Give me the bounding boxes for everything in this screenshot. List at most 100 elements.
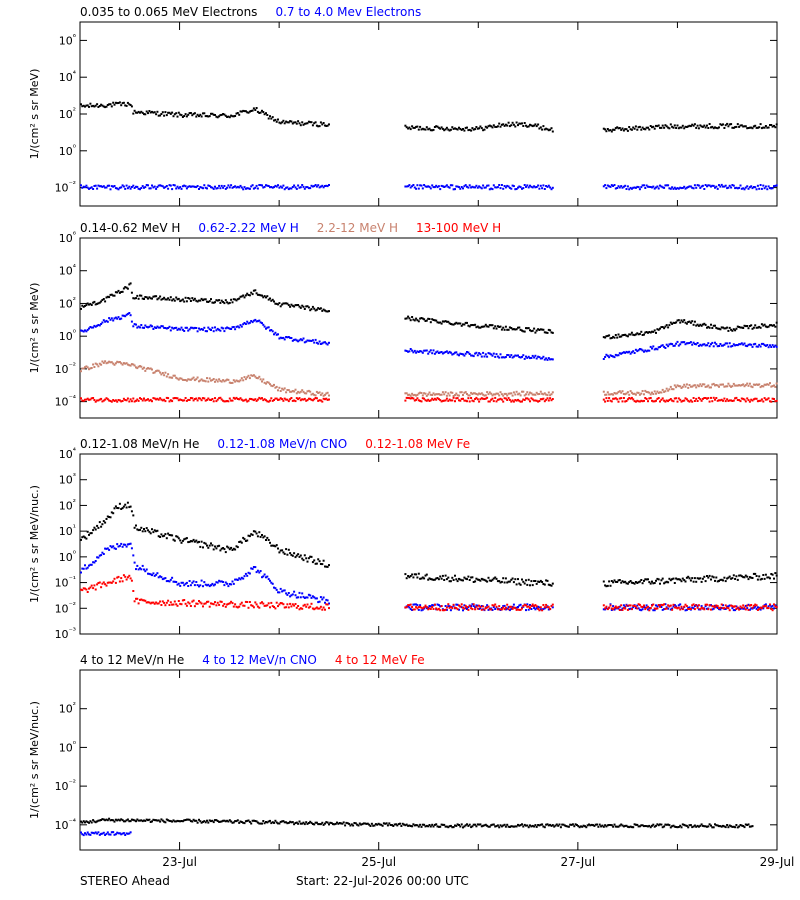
data-point xyxy=(211,301,214,304)
data-point xyxy=(439,399,442,402)
data-point xyxy=(148,601,151,604)
data-point xyxy=(486,355,489,358)
data-point xyxy=(435,823,438,826)
data-point xyxy=(498,826,501,829)
data-point xyxy=(290,337,293,339)
data-point xyxy=(618,127,621,129)
data-point xyxy=(206,187,208,190)
data-point xyxy=(641,400,644,403)
data-point xyxy=(664,603,667,606)
data-point xyxy=(471,603,474,606)
data-point xyxy=(487,325,490,328)
data-point xyxy=(306,596,309,599)
data-point xyxy=(256,320,259,323)
data-point xyxy=(620,608,623,611)
data-point xyxy=(439,605,442,608)
data-point xyxy=(223,603,226,605)
data-point xyxy=(248,294,251,297)
data-point xyxy=(567,825,570,828)
data-point xyxy=(294,556,297,559)
data-point xyxy=(192,580,195,583)
data-point xyxy=(236,398,239,400)
data-point xyxy=(287,606,290,609)
data-point xyxy=(736,325,739,328)
data-point xyxy=(185,379,188,382)
data-point xyxy=(408,606,411,609)
data-point xyxy=(416,397,419,400)
data-point xyxy=(160,533,163,536)
data-point xyxy=(185,300,188,303)
data-point xyxy=(429,399,432,402)
data-point xyxy=(487,825,490,828)
data-point xyxy=(234,603,237,606)
data-point xyxy=(665,606,668,609)
data-point xyxy=(491,604,494,607)
data-point xyxy=(315,606,318,609)
data-point xyxy=(708,345,711,348)
data-point xyxy=(417,572,420,575)
data-point xyxy=(132,554,135,557)
data-point xyxy=(490,125,493,128)
data-point xyxy=(641,184,644,187)
data-point xyxy=(305,605,308,608)
data-point xyxy=(259,111,262,114)
data-point xyxy=(766,576,769,579)
data-point xyxy=(680,606,683,609)
data-point xyxy=(232,605,235,608)
data-point xyxy=(439,575,442,578)
data-point xyxy=(531,354,534,357)
data-point xyxy=(423,128,426,131)
data-point xyxy=(700,580,703,583)
data-point xyxy=(507,121,510,124)
data-point xyxy=(126,363,129,366)
data-point xyxy=(326,821,329,824)
data-point xyxy=(685,605,688,608)
data-point xyxy=(132,397,135,400)
data-point xyxy=(628,397,631,399)
data-point xyxy=(124,286,127,289)
data-point xyxy=(529,391,531,394)
data-point xyxy=(180,299,183,302)
data-point xyxy=(318,823,321,826)
data-point xyxy=(164,298,167,301)
data-point xyxy=(151,368,153,371)
data-point xyxy=(742,604,745,607)
data-point xyxy=(256,187,259,190)
data-point xyxy=(432,392,435,395)
data-point xyxy=(476,398,479,401)
data-point xyxy=(767,397,770,400)
data-point xyxy=(125,819,128,822)
data-point xyxy=(743,324,746,327)
data-point xyxy=(210,584,212,587)
data-point xyxy=(507,608,510,611)
data-point xyxy=(696,400,699,402)
data-point xyxy=(454,400,456,403)
data-point xyxy=(152,572,155,575)
data-point xyxy=(230,298,233,301)
data-point xyxy=(760,127,763,130)
data-point xyxy=(110,185,113,188)
data-point xyxy=(539,184,542,187)
data-point xyxy=(248,321,251,324)
data-point xyxy=(771,385,774,388)
data-point xyxy=(490,824,493,827)
data-point xyxy=(102,319,105,322)
data-point xyxy=(93,832,96,835)
data-point xyxy=(696,124,699,127)
data-point xyxy=(466,823,468,826)
data-point xyxy=(687,826,690,829)
data-point xyxy=(455,392,458,395)
data-point xyxy=(668,388,671,391)
data-point xyxy=(692,384,695,387)
data-point xyxy=(754,572,757,575)
data-point xyxy=(641,349,644,352)
data-point xyxy=(755,383,758,386)
data-point xyxy=(455,127,458,130)
data-point xyxy=(436,608,439,611)
data-point xyxy=(270,329,273,331)
data-point xyxy=(242,188,245,191)
data-point xyxy=(543,607,546,610)
data-point xyxy=(80,571,82,574)
data-point xyxy=(433,126,436,128)
data-point xyxy=(652,603,655,606)
